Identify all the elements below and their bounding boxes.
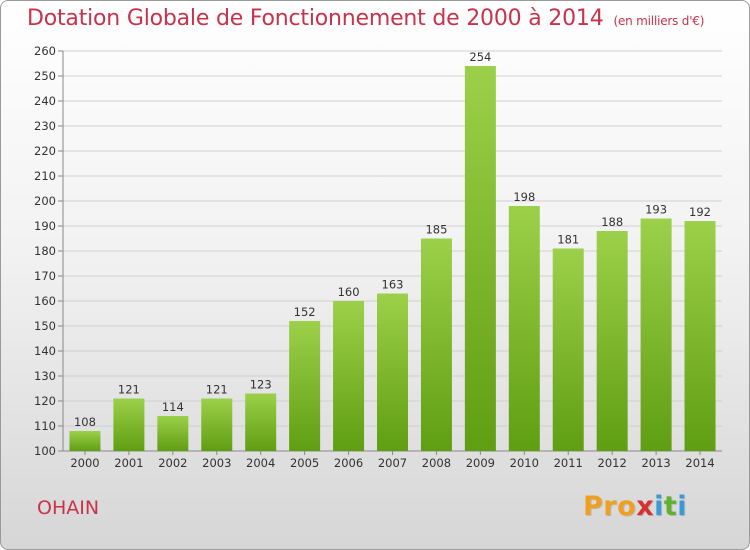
logo-letter: i	[654, 491, 664, 522]
y-tick-label: 260	[34, 44, 56, 58]
y-tick-label: 240	[34, 94, 56, 108]
data-label: 121	[118, 383, 140, 397]
data-label: 192	[689, 205, 711, 219]
y-tick-label: 100	[34, 444, 56, 458]
x-tick-label: 2010	[510, 456, 539, 470]
logo-letter: o	[617, 491, 637, 522]
chart-subtitle: (en milliers d'€)	[613, 14, 705, 28]
logo-letter: P	[583, 491, 604, 522]
x-tick-label: 2000	[70, 456, 99, 470]
logo-letter: r	[603, 491, 618, 522]
y-tick-label: 180	[34, 244, 56, 258]
bar-2004	[245, 393, 277, 451]
x-tick-label: 2006	[334, 456, 363, 470]
bar-2003	[201, 398, 233, 451]
bar-2000	[69, 431, 101, 451]
chart-title: Dotation Globale de Fonctionnement de 20…	[27, 6, 704, 31]
data-label: 185	[425, 223, 447, 237]
logo-letter: x	[636, 491, 655, 522]
y-tick-label: 250	[34, 69, 56, 83]
y-tick-label: 220	[34, 144, 56, 158]
bar-2012	[596, 231, 628, 451]
bar-2014	[684, 221, 716, 451]
data-label: 152	[294, 305, 316, 319]
bar-2005	[289, 321, 321, 451]
logo-letter: t	[663, 491, 678, 522]
x-tick-label: 2013	[641, 456, 670, 470]
x-tick-label: 2007	[378, 456, 407, 470]
x-tick-label: 2002	[158, 456, 187, 470]
x-tick-label: 2012	[598, 456, 627, 470]
data-label: 188	[601, 215, 623, 229]
y-tick-label: 230	[34, 119, 56, 133]
data-label: 254	[469, 50, 491, 64]
x-tick-label: 2008	[422, 456, 451, 470]
x-tick-label: 2003	[202, 456, 231, 470]
y-tick-label: 210	[34, 169, 56, 183]
bars	[69, 66, 716, 451]
logo-letter: i	[677, 491, 688, 522]
x-tick-label: 2014	[685, 456, 714, 470]
y-tick-label: 120	[34, 394, 56, 408]
data-label: 181	[557, 233, 579, 247]
data-label: 193	[645, 203, 667, 217]
commune-name: OHAIN	[37, 497, 100, 519]
bar-2011	[552, 248, 584, 451]
y-tick-label: 130	[34, 369, 56, 383]
bar-2009	[464, 66, 496, 451]
bar-2008	[420, 238, 452, 451]
x-tick-label: 2011	[554, 456, 583, 470]
y-tick-label: 190	[34, 219, 56, 233]
y-tick-label: 110	[34, 419, 56, 433]
data-label: 121	[206, 383, 228, 397]
bar-2010	[508, 206, 540, 451]
y-tick-label: 150	[34, 319, 56, 333]
x-tick-label: 2001	[114, 456, 143, 470]
y-tick-label: 140	[34, 344, 56, 358]
chart-title-text: Dotation Globale de Fonctionnement de 20…	[27, 6, 604, 31]
bar-2007	[377, 293, 408, 451]
bar-2001	[113, 398, 145, 451]
data-label: 163	[382, 278, 404, 292]
x-tick-label: 2009	[466, 456, 495, 470]
data-label: 114	[162, 400, 184, 414]
y-tick-label: 170	[34, 269, 56, 283]
x-tick-label: 2004	[246, 456, 275, 470]
x-tick-label: 2005	[290, 456, 319, 470]
y-tick-label: 200	[34, 194, 56, 208]
bar-2013	[640, 218, 672, 451]
bar-2006	[333, 301, 365, 451]
data-labels: 108 121 114 121 123 152 160 163 185 254 198 181 188 1…	[74, 50, 711, 429]
y-tick-label: 160	[34, 294, 56, 308]
proxiti-logo[interactable]: Proxiti	[583, 491, 687, 522]
bar-2002	[157, 416, 189, 451]
data-label: 123	[250, 378, 272, 392]
data-label: 160	[338, 285, 360, 299]
data-label: 198	[513, 190, 535, 204]
data-label: 108	[74, 415, 96, 429]
